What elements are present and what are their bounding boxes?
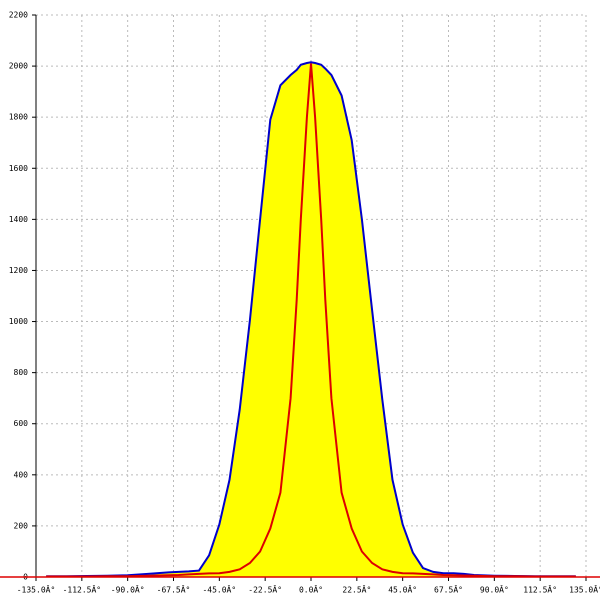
y-tick-label: 1600 <box>9 164 28 173</box>
x-tick-label: 45.0Â° <box>388 584 417 595</box>
x-tick-label: 67.5Â° <box>434 584 463 595</box>
y-tick-label: 2200 <box>9 11 28 20</box>
series-line <box>46 63 576 578</box>
x-tick-label: 22.5Â° <box>342 584 371 595</box>
y-tick-label: 1800 <box>9 113 28 122</box>
x-tick-label: -67.5Â° <box>157 584 191 595</box>
y-tick-label: 400 <box>14 470 29 479</box>
y-tick-label: 1400 <box>9 215 28 224</box>
x-tick-label: 135.0Â° <box>569 584 600 595</box>
x-tick-label: -45.0Â° <box>202 584 236 595</box>
series-line <box>46 61 576 578</box>
x-tick-label: -90.0Â° <box>111 584 145 595</box>
y-tick-label: 1000 <box>9 317 28 326</box>
x-tick-label: 0.0Â° <box>299 584 323 595</box>
x-tick-label: 90.0Â° <box>480 584 509 595</box>
x-tick-label: -112.5Â° <box>63 584 102 595</box>
y-tick-label: 200 <box>14 521 29 530</box>
y-tick-label: 1200 <box>9 266 28 275</box>
y-tick-label: 800 <box>14 368 29 377</box>
area-fill <box>46 62 576 578</box>
x-tick-label: 112.5Â° <box>523 584 557 595</box>
x-tick-label: -135.0Â° <box>17 584 56 595</box>
x-tick-label: -22.5Â° <box>248 584 282 595</box>
y-tick-label: 2000 <box>9 62 28 71</box>
y-tick-label: 600 <box>14 419 29 428</box>
